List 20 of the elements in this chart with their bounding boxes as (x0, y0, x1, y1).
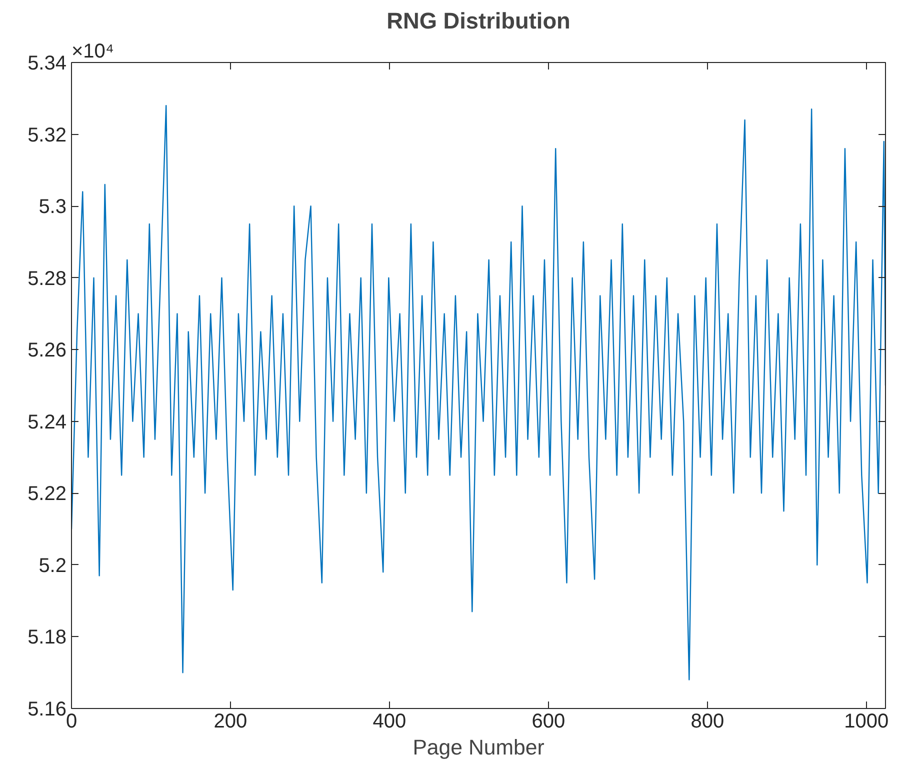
y-tick-label: 5.18 (28, 626, 67, 649)
text: ×10⁴ (72, 40, 114, 62)
y-tick-label: 5.16 (28, 698, 67, 720)
y-tick-label: 5.26 (28, 340, 67, 362)
x-tick-label: 800 (690, 710, 724, 732)
x-tick-label: 400 (372, 710, 406, 732)
chart-title: RNG Distribution (386, 8, 570, 34)
y-tick-label: 5.32 (28, 124, 67, 146)
x-tick-label: 0 (66, 710, 78, 732)
y-tick-label: 5.22 (28, 483, 67, 506)
x-tick-label: 200 (214, 710, 248, 732)
y-tick-label: 5.24 (28, 411, 67, 434)
x-tick-label: 1000 (844, 710, 889, 732)
y-tick-label: 5.28 (28, 268, 67, 290)
y-tick-label: 5.34 (28, 52, 67, 74)
line-series (72, 104, 886, 680)
x-tick-label: 600 (532, 710, 566, 732)
x-axis-title: Page Number (412, 736, 544, 760)
y-tick-label: 5.3 (38, 196, 67, 218)
y-tick-label: 5.2 (38, 554, 67, 577)
